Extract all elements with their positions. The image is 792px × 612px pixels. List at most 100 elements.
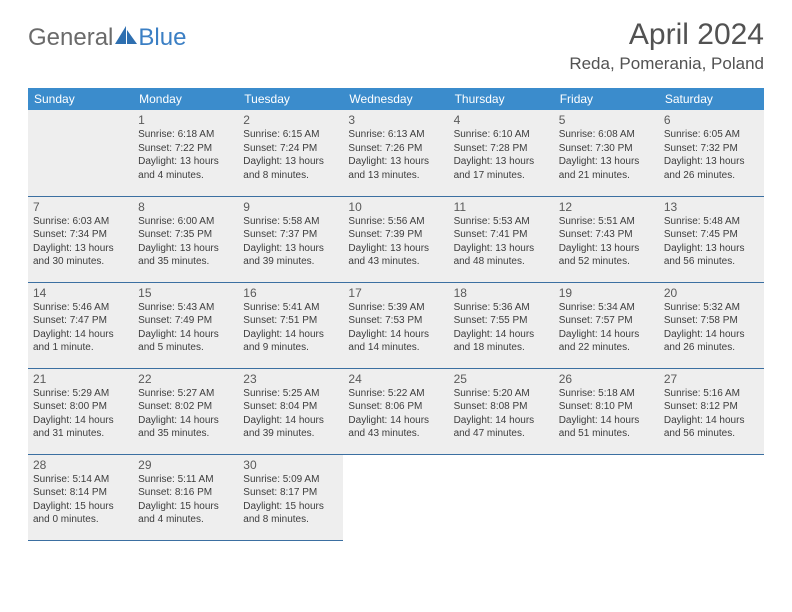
day-number: 11: [454, 200, 549, 214]
calendar-day-cell: 22Sunrise: 5:27 AMSunset: 8:02 PMDayligh…: [133, 368, 238, 454]
day-detail-line: Sunset: 7:32 PM: [664, 143, 738, 154]
day-details: Sunrise: 5:56 AMSunset: 7:39 PMDaylight:…: [348, 215, 443, 269]
calendar-day-cell: 11 Sunrise: 5:53 AM Sunset: 7:41 PM Dayligh…: [449, 196, 554, 282]
calendar-day-cell: 15Sunrise: 5:43 AMSunset: 7:49 PMDayligh…: [133, 282, 238, 368]
day-detail-line: Sunrise: 5:39 AM: [348, 302, 424, 313]
calendar-body: 1 Sunrise: 6:18 AM Sunset: 7:22 PM Daylight…: [28, 110, 764, 540]
day-details: Sunrise: 6:03 AMSunset: 7:34 PMDaylight:…: [33, 215, 128, 269]
calendar-day-cell: 7Sunrise: 6:03 AMSunset: 7:34 PMDaylight…: [28, 196, 133, 282]
calendar-day-cell: [343, 454, 448, 540]
day-detail-line: Sunrise: 5:22 AM: [348, 388, 424, 399]
day-number: 3: [348, 113, 443, 127]
day-detail-line: Sunset: 7:34 PM: [33, 229, 107, 240]
calendar-day-cell: 13Sunrise: 5:48 AMSunset: 7:45 PMDayligh…: [659, 196, 764, 282]
day-detail-line: Daylight: 13 hours and 48 minutes.: [454, 243, 535, 268]
calendar-day-cell: 24Sunrise: 5:22 AMSunset: 8:06 PMDayligh…: [343, 368, 448, 454]
day-number: 14: [33, 286, 128, 300]
day-detail-line: Sunrise: 5:20 AM: [454, 388, 530, 399]
day-number: 6: [664, 113, 759, 127]
logo: General Blue: [28, 18, 186, 52]
day-detail-line: Sunset: 7:26 PM: [348, 143, 422, 154]
day-number: 12: [559, 200, 654, 214]
day-detail-line: Sunset: 7:41 PM: [454, 229, 528, 240]
calendar-day-cell: 6Sunrise: 6:05 AMSunset: 7:32 PMDaylight…: [659, 110, 764, 196]
day-detail-line: Daylight: 14 hours and 56 minutes.: [664, 415, 745, 440]
day-details: Sunrise: 5:51 AMSunset: 7:43 PMDaylight:…: [559, 215, 654, 269]
day-details: Sunrise: 5:48 AMSunset: 7:45 PMDaylight:…: [664, 215, 759, 269]
day-detail-line: Sunset: 8:06 PM: [348, 401, 422, 412]
day-detail-line: Sunrise: 5:43 AM: [138, 302, 214, 313]
day-details: Sunrise: 5:25 AMSunset: 8:04 PMDaylight:…: [243, 387, 338, 441]
day-detail-line: Sunrise: 5:58 AM: [243, 216, 319, 227]
day-detail-line: Sunrise: 5:09 AM: [243, 474, 319, 485]
day-detail-line: Daylight: 14 hours and 43 minutes.: [348, 415, 429, 440]
day-detail-line: Daylight: 13 hours and 8 minutes.: [243, 156, 324, 181]
day-detail-line: Daylight: 15 hours and 0 minutes.: [33, 501, 114, 526]
day-number: 29: [138, 458, 233, 472]
calendar-week-row: 21Sunrise: 5:29 AMSunset: 8:00 PMDayligh…: [28, 368, 764, 454]
day-details: Sunrise: 6:15 AMSunset: 7:24 PMDaylight:…: [243, 128, 338, 182]
day-detail-line: Daylight: 14 hours and 14 minutes.: [348, 329, 429, 354]
day-detail-line: Sunrise: 6:13 AM: [348, 129, 424, 140]
day-details: Sunrise: 6:00 AMSunset: 7:35 PMDaylight:…: [138, 215, 233, 269]
day-details: Sunrise: 6:13 AMSunset: 7:26 PMDaylight:…: [348, 128, 443, 182]
day-number: 17: [348, 286, 443, 300]
day-detail-line: Sunrise: 6:00 AM: [138, 216, 214, 227]
calendar-day-cell: [28, 110, 133, 196]
day-details: Sunrise: 6:18 AM Sunset: 7:22 PM Daylight:…: [138, 128, 233, 182]
day-detail-line: Daylight: 13 hours and 43 minutes.: [348, 243, 429, 268]
calendar-header-row: SundayMondayTuesdayWednesdayThursdayFrid…: [28, 88, 764, 110]
day-detail-line: Daylight: 13 hours and 52 minutes.: [559, 243, 640, 268]
day-number: 22: [138, 372, 233, 386]
day-detail-line: Sunset: 7:22 PM: [138, 143, 212, 154]
day-details: Sunrise: 5:32 AMSunset: 7:58 PMDaylight:…: [664, 301, 759, 355]
calendar-day-cell: 18Sunrise: 5:36 AMSunset: 7:55 PMDayligh…: [449, 282, 554, 368]
day-detail-line: Sunrise: 5:53 AM: [454, 216, 530, 227]
day-detail-line: Daylight: 14 hours and 47 minutes.: [454, 415, 535, 440]
calendar-table: SundayMondayTuesdayWednesdayThursdayFrid…: [28, 88, 764, 541]
day-details: Sunrise: 6:08 AMSunset: 7:30 PMDaylight:…: [559, 128, 654, 182]
day-number: 5: [559, 113, 654, 127]
day-detail-line: Daylight: 13 hours and 4 minutes.: [138, 156, 219, 181]
day-detail-line: Sunset: 8:02 PM: [138, 401, 212, 412]
calendar-day-cell: 21Sunrise: 5:29 AMSunset: 8:00 PMDayligh…: [28, 368, 133, 454]
logo-text-blue: Blue: [138, 24, 186, 52]
day-detail-line: Sunset: 7:43 PM: [559, 229, 633, 240]
day-detail-line: Daylight: 14 hours and 31 minutes.: [33, 415, 114, 440]
day-number: 13: [664, 200, 759, 214]
header: General Blue April 2024 Reda, Pomerania,…: [28, 18, 764, 74]
calendar-week-row: 28Sunrise: 5:14 AMSunset: 8:14 PMDayligh…: [28, 454, 764, 540]
calendar-day-cell: 5Sunrise: 6:08 AMSunset: 7:30 PMDaylight…: [554, 110, 659, 196]
day-details: Sunrise: 6:10 AMSunset: 7:28 PMDaylight:…: [454, 128, 549, 182]
day-details: Sunrise: 5:11 AMSunset: 8:16 PMDaylight:…: [138, 473, 233, 527]
day-detail-line: Daylight: 14 hours and 5 minutes.: [138, 329, 219, 354]
day-detail-line: Daylight: 15 hours and 8 minutes.: [243, 501, 324, 526]
calendar-day-cell: 10Sunrise: 5:56 AMSunset: 7:39 PMDayligh…: [343, 196, 448, 282]
day-number: 8: [138, 200, 233, 214]
day-number: 1: [138, 113, 233, 127]
day-detail-line: Sunset: 8:10 PM: [559, 401, 633, 412]
day-number: 27: [664, 372, 759, 386]
day-details: Sunrise: 5:53 AM Sunset: 7:41 PM Daylight:…: [454, 215, 549, 269]
day-details: Sunrise: 6:05 AMSunset: 7:32 PMDaylight:…: [664, 128, 759, 182]
day-detail-line: Sunset: 7:53 PM: [348, 315, 422, 326]
day-detail-line: Daylight: 15 hours and 4 minutes.: [138, 501, 219, 526]
day-details: Sunrise: 5:16 AMSunset: 8:12 PMDaylight:…: [664, 387, 759, 441]
day-details: Sunrise: 5:34 AMSunset: 7:57 PMDaylight:…: [559, 301, 654, 355]
day-number: 19: [559, 286, 654, 300]
day-detail-line: Sunrise: 5:25 AM: [243, 388, 319, 399]
weekday-header: Thursday: [449, 88, 554, 110]
day-details: Sunrise: 5:20 AMSunset: 8:08 PMDaylight:…: [454, 387, 549, 441]
day-detail-line: Sunrise: 5:11 AM: [138, 474, 213, 485]
calendar-day-cell: 17 Sunrise: 5:39 AM Sunset: 7:53 PM Dayligh…: [343, 282, 448, 368]
day-number: 10: [348, 200, 443, 214]
day-detail-line: Sunrise: 6:18 AM: [138, 129, 214, 140]
day-details: Sunrise: 5:46 AMSunset: 7:47 PMDaylight:…: [33, 301, 128, 355]
location: Reda, Pomerania, Poland: [569, 54, 764, 74]
day-detail-line: Sunrise: 5:27 AM: [138, 388, 214, 399]
day-detail-line: Sunrise: 5:56 AM: [348, 216, 424, 227]
day-detail-line: Sunset: 8:14 PM: [33, 487, 107, 498]
calendar-day-cell: 2Sunrise: 6:15 AMSunset: 7:24 PMDaylight…: [238, 110, 343, 196]
day-detail-line: Sunrise: 5:32 AM: [664, 302, 740, 313]
calendar-week-row: 1 Sunrise: 6:18 AM Sunset: 7:22 PM Daylight…: [28, 110, 764, 196]
